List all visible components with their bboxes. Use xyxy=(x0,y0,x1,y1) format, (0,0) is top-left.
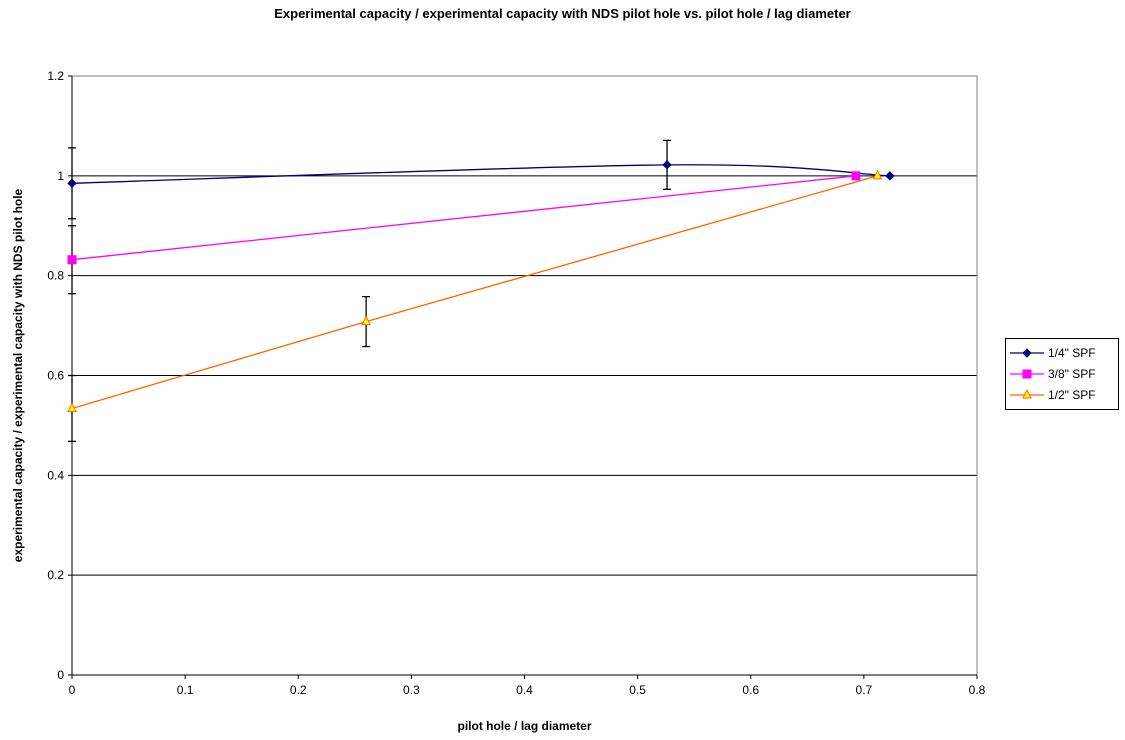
data-point xyxy=(67,402,77,412)
y-axis-label: experimental capacity / experimental cap… xyxy=(11,188,25,562)
y-tick-label: 1 xyxy=(57,169,64,183)
legend-marker xyxy=(1022,369,1032,378)
legend-swatch xyxy=(1010,388,1044,398)
data-point xyxy=(361,315,371,326)
x-tick-label: 0.8 xyxy=(969,683,986,697)
legend-label: 1/4" SPF xyxy=(1048,345,1096,360)
series-line xyxy=(71,164,890,184)
chart-title: Experimental capacity / experimental cap… xyxy=(274,6,851,21)
data-point xyxy=(662,160,672,170)
legend-marker xyxy=(1022,347,1032,358)
series-3 xyxy=(67,169,883,443)
x-tick-label: 0.7 xyxy=(856,683,873,697)
series-1 xyxy=(67,139,895,220)
legend-marker xyxy=(1022,388,1032,398)
legend-item: 1/4" SPF xyxy=(1006,342,1118,363)
x-tick-label: 0.2 xyxy=(290,683,307,697)
series-line xyxy=(71,175,857,261)
x-tick-label: 0.3 xyxy=(403,683,420,697)
data-point xyxy=(885,171,895,181)
y-tick-label: 0.8 xyxy=(47,269,64,283)
data-point xyxy=(67,178,77,189)
legend-swatch xyxy=(1010,369,1044,378)
y-tick-label: 0 xyxy=(57,668,64,682)
y-tick-label: 0.6 xyxy=(47,369,64,383)
gridlines xyxy=(72,75,977,676)
axis-labels: pilot hole / lag diameter experimental c… xyxy=(11,188,592,733)
legend-label: 1/2" SPF xyxy=(1048,387,1096,402)
x-tick-label: 0.4 xyxy=(516,683,533,697)
y-tick-label: 0.4 xyxy=(47,468,64,482)
legend-item: 3/8" SPF xyxy=(1006,363,1118,384)
x-tick-label: 0.5 xyxy=(629,683,646,697)
legend-item: 1/2" SPF xyxy=(1006,384,1118,405)
series xyxy=(67,139,895,443)
x-axis-label: pilot hole / lag diameter xyxy=(457,719,591,733)
y-tick-label: 0.2 xyxy=(47,568,64,582)
series-line xyxy=(71,175,878,410)
data-point xyxy=(67,255,77,265)
data-point xyxy=(851,171,861,181)
y-tick-label: 1.2 xyxy=(47,69,64,83)
x-tick-label: 0.1 xyxy=(177,683,194,697)
legend: 1/4" SPF 3/8" SPF 1/2" SPF xyxy=(1005,338,1119,410)
legend-label: 3/8" SPF xyxy=(1048,366,1096,381)
legend-swatch xyxy=(1010,347,1044,358)
series-2 xyxy=(67,171,861,295)
x-tick-label: 0.6 xyxy=(742,683,759,697)
x-tick-label: 0 xyxy=(69,683,76,697)
data-point xyxy=(872,169,883,180)
axes: 0 0.2 0.4 0.6 0.8 1 1.2 0 0.1 0.2 0.3 0.4 0.5 0.6 0.7 0… xyxy=(47,69,985,697)
